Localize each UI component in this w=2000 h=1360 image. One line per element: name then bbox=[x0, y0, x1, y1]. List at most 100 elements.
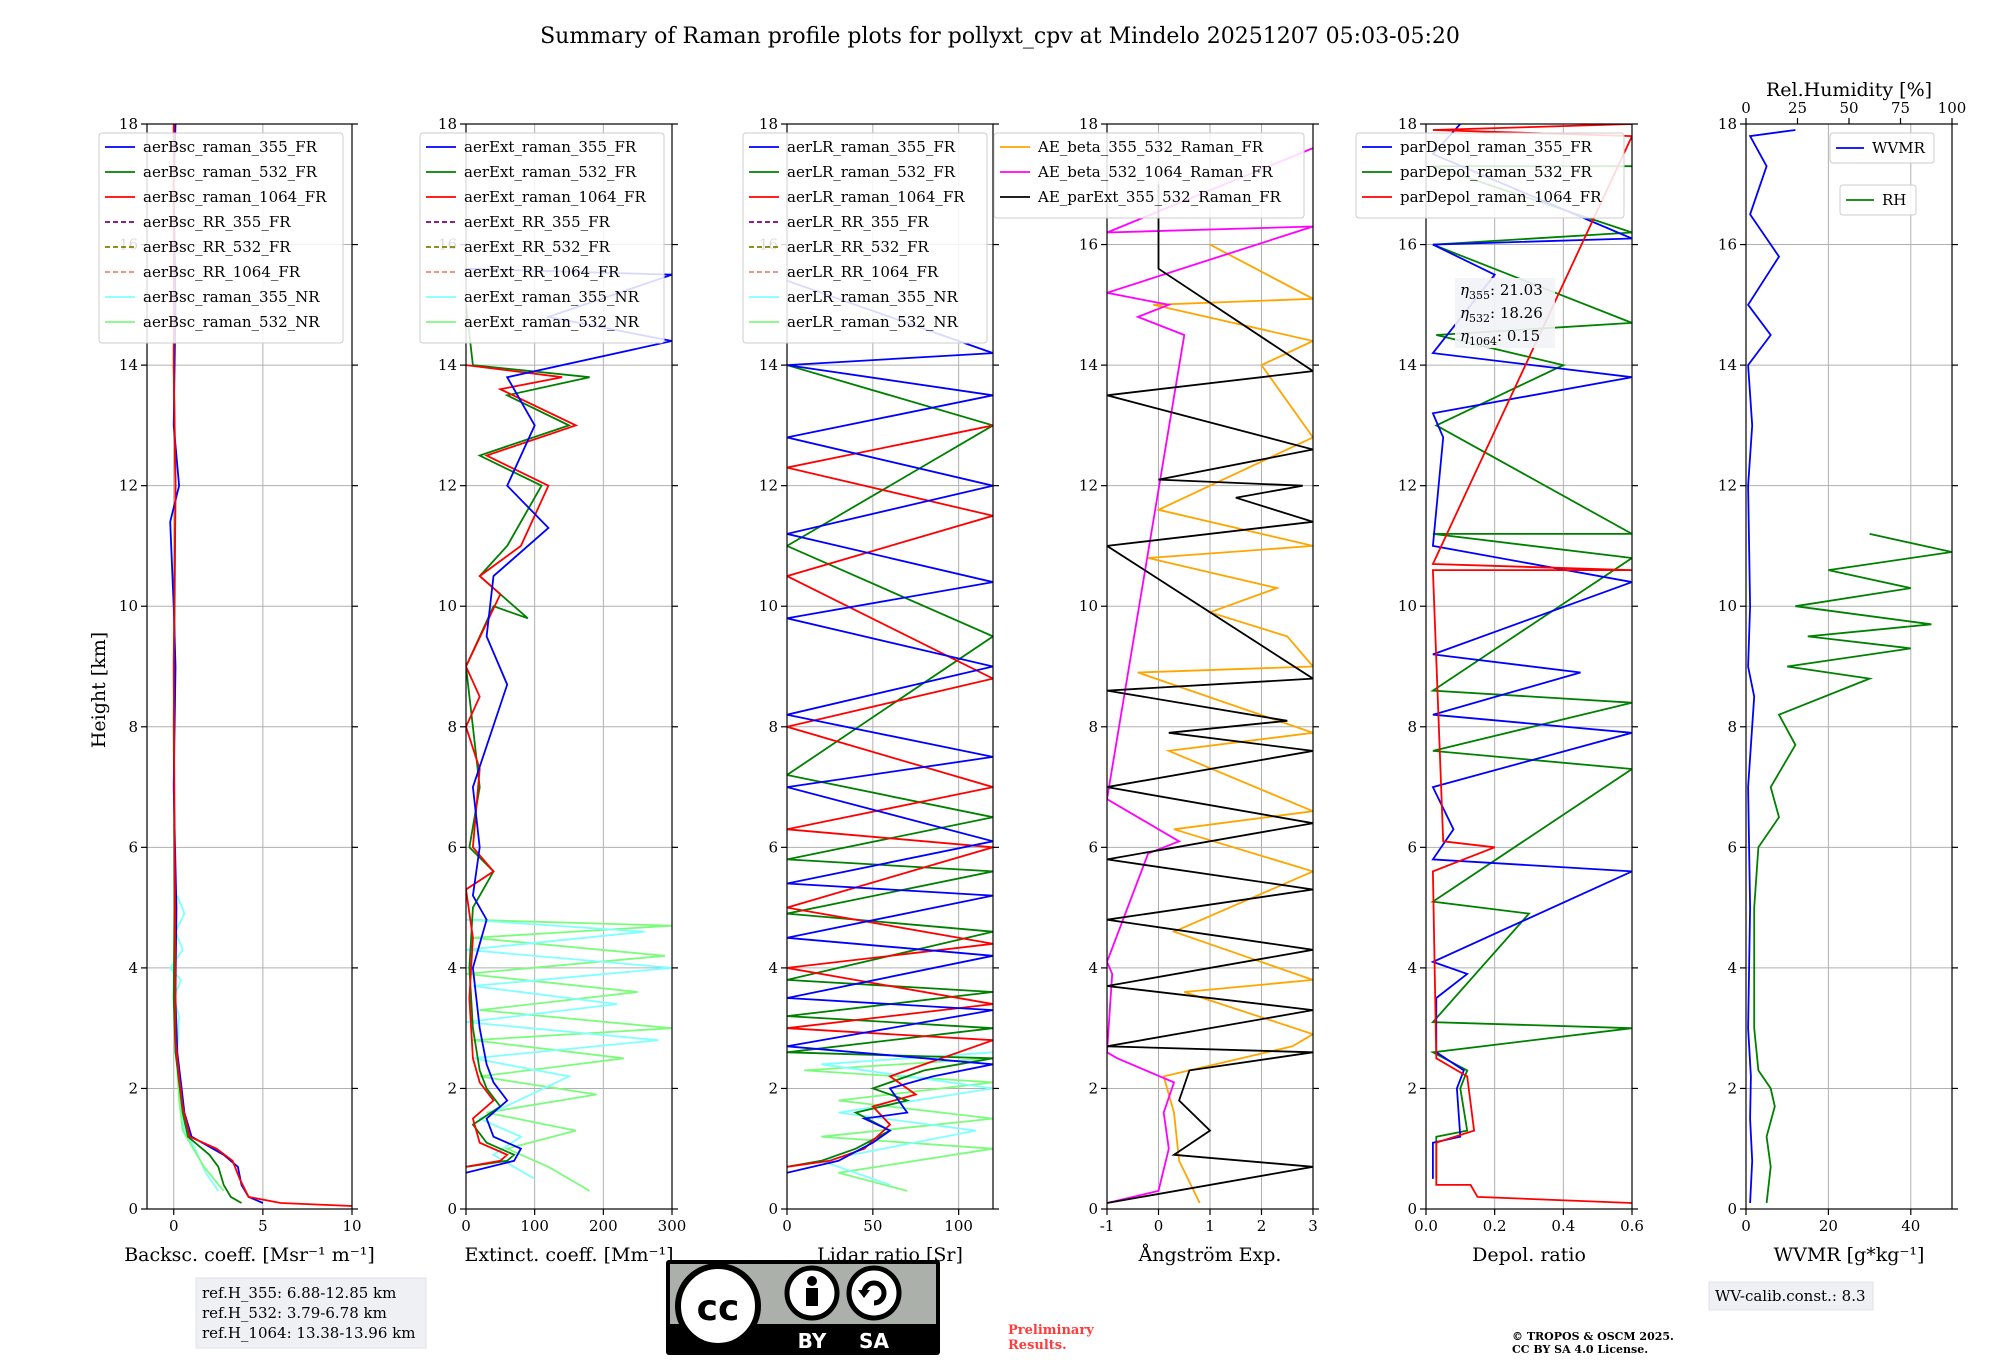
y-tick-label-ae-7: 14 bbox=[1079, 356, 1098, 374]
y-tick-label-ae-1: 2 bbox=[1088, 1079, 1098, 1097]
y-tick-label-ae-6: 12 bbox=[1079, 477, 1098, 495]
wv-calib-box: WV-calib.const.: 8.3 bbox=[1708, 1281, 1874, 1311]
y-axis-label: Height [km] bbox=[88, 632, 110, 748]
y-tick-label-lr-6: 12 bbox=[759, 477, 778, 495]
series-AE_parExt_355_532_Raman_FR bbox=[1107, 184, 1313, 1204]
panel-dep: 0 2 4 6 8 10 12 14 16 18 0.0 0.2 0.4 0.6 Depol. ratio p… bbox=[1355, 115, 1644, 1266]
y-tick-label-bsc-9: 18 bbox=[119, 115, 138, 133]
legend-entry-lr-7: aerLR_raman_532_NR bbox=[787, 313, 958, 331]
x-tick-label-ext-1: 100 bbox=[520, 1217, 549, 1235]
y-tick-label-bsc-7: 14 bbox=[119, 356, 138, 374]
y-tick-label-lr-9: 18 bbox=[759, 115, 778, 133]
top-tick-label-4: 100 bbox=[1938, 99, 1967, 117]
y-tick-label-lr-5: 10 bbox=[759, 597, 778, 615]
y-tick-label-dep-1: 2 bbox=[1407, 1079, 1417, 1097]
y-tick-label-dep-0: 0 bbox=[1407, 1200, 1417, 1218]
axes-frame-wv bbox=[1745, 123, 1953, 1210]
series-aerExt_raman_355_FR bbox=[466, 267, 672, 1174]
y-tick-label-bsc-4: 8 bbox=[128, 718, 138, 736]
y-tick-label-lr-4: 8 bbox=[768, 718, 778, 736]
panel-lr: 024681012141618050100Lidar ratio [Sr]aer… bbox=[742, 115, 999, 1266]
axes-frame-lr bbox=[786, 123, 994, 1210]
ref-height-532: ref.H_532: 3.79-6.78 km bbox=[202, 1304, 387, 1322]
top-tick-label-2: 50 bbox=[1839, 99, 1858, 117]
y-tick-label-ext-3: 6 bbox=[447, 838, 457, 856]
series-aerLR_raman_355_FR bbox=[787, 279, 993, 1174]
y-tick-label-wv-8: 16 bbox=[1718, 236, 1737, 254]
x-tick-label-wv-1: 20 bbox=[1819, 1217, 1838, 1235]
legend-entry-ext-0: aerExt_raman_355_FR bbox=[464, 138, 637, 156]
cc-by-sa-badge: cc BY SA bbox=[666, 1260, 940, 1355]
y-tick-label-bsc-5: 10 bbox=[119, 597, 138, 615]
legend-dep: parDepol_raman_355_FR parDepol_raman_532_… bbox=[1355, 132, 1625, 219]
y-tick-label-ae-9: 18 bbox=[1079, 115, 1098, 133]
y-tick-label-dep-6: 12 bbox=[1398, 477, 1417, 495]
legend-entry-lr-5: aerLR_RR_1064_FR bbox=[787, 263, 939, 281]
axes-frame-ext bbox=[465, 123, 673, 1210]
ref-height-1064: ref.H_1064: 13.38-13.96 km bbox=[202, 1324, 415, 1342]
legend-entry-ext-1: aerExt_raman_532_FR bbox=[464, 163, 637, 181]
sa-label: SA bbox=[859, 1329, 889, 1353]
legend-entry-lr-6: aerLR_raman_355_NR bbox=[787, 288, 958, 306]
x-tick-label-ae-1: 0 bbox=[1154, 1217, 1164, 1235]
legend-entry-ext-6: aerExt_raman_355_NR bbox=[464, 288, 640, 306]
legend-entry-bsc-2: aerBsc_raman_1064_FR bbox=[143, 188, 327, 206]
y-tick-label-dep-5: 10 bbox=[1398, 597, 1417, 615]
x-axis-label-wv: WVMR [g*kg⁻¹] bbox=[1774, 1244, 1925, 1266]
x-tick-label-dep-1: 0.2 bbox=[1483, 1217, 1507, 1235]
x-axis-label-bsc: Backsc. coeff. [Msr⁻¹ m⁻¹] bbox=[124, 1244, 375, 1266]
x-tick-label-bsc-0: 0 bbox=[169, 1217, 179, 1235]
y-tick-label-ext-1: 2 bbox=[447, 1079, 457, 1097]
y-tick-label-ae-0: 0 bbox=[1088, 1200, 1098, 1218]
series-aerExt_raman_1064_FR bbox=[466, 364, 579, 1168]
figure-title: Summary of Raman profile plots for polly… bbox=[540, 24, 1460, 49]
y-tick-label-lr-7: 14 bbox=[759, 356, 778, 374]
x-tick-label-ext-2: 200 bbox=[589, 1217, 618, 1235]
legend-entry-bsc-5: aerBsc_RR_1064_FR bbox=[143, 263, 301, 281]
y-tick-label-dep-7: 14 bbox=[1398, 356, 1417, 374]
y-tick-label-bsc-2: 4 bbox=[128, 959, 138, 977]
x-tick-label-bsc-1: 5 bbox=[258, 1217, 268, 1235]
legend-entry-ae-2: AE_parExt_355_532_Raman_FR bbox=[1037, 188, 1282, 206]
y-tick-label-ae-4: 8 bbox=[1088, 718, 1098, 736]
y-tick-label-ae-3: 6 bbox=[1088, 838, 1098, 856]
eta-label-1064: η1064: 0.15 bbox=[1460, 327, 1540, 348]
y-tick-label-ae-5: 10 bbox=[1079, 597, 1098, 615]
axes-frame-dep bbox=[1425, 123, 1633, 1210]
sa-recycle-icon bbox=[846, 1265, 902, 1321]
y-tick-label-bsc-3: 6 bbox=[128, 838, 138, 856]
y-tick-label-dep-9: 18 bbox=[1398, 115, 1417, 133]
y-tick-label-bsc-0: 0 bbox=[128, 1200, 138, 1218]
series-RH bbox=[1753, 533, 1952, 1204]
y-tick-label-dep-8: 16 bbox=[1398, 236, 1417, 254]
legend-lr: aerLR_raman_355_FR aerLR_raman_532_FR aerL… bbox=[742, 132, 988, 344]
x-tick-label-ae-4: 3 bbox=[1308, 1217, 1318, 1235]
legend-entry-lr-0: aerLR_raman_355_FR bbox=[787, 138, 956, 156]
legend-entry-lr-4: aerLR_RR_532_FR bbox=[787, 238, 929, 256]
panel-bsc: 0246810121416180510Backsc. coeff. [Msr⁻¹… bbox=[98, 115, 375, 1266]
legend-entry-wv-0: WVMR bbox=[1872, 139, 1926, 157]
x-tick-label-ae-3: 2 bbox=[1257, 1217, 1267, 1235]
y-tick-label-ext-7: 14 bbox=[438, 356, 457, 374]
y-tick-label-wv-7: 14 bbox=[1718, 356, 1737, 374]
panel-ext: 0246810121416180100200300Extinct. coeff.… bbox=[419, 115, 686, 1266]
y-tick-label-bsc-1: 2 bbox=[128, 1079, 138, 1097]
x-tick-label-dep-2: 0.4 bbox=[1551, 1217, 1575, 1235]
legend-entry-bsc-7: aerBsc_raman_532_NR bbox=[143, 313, 320, 331]
by-label: BY bbox=[798, 1329, 827, 1353]
y-tick-label-dep-2: 4 bbox=[1407, 959, 1417, 977]
cc-label: cc bbox=[697, 1288, 740, 1329]
y-tick-label-ext-5: 10 bbox=[438, 597, 457, 615]
legend-entry-ext-4: aerExt_RR_532_FR bbox=[464, 238, 611, 256]
y-tick-label-wv-1: 2 bbox=[1727, 1079, 1737, 1097]
x-tick-label-bsc-2: 10 bbox=[342, 1217, 361, 1235]
copyright-line-1: © TROPOS & OSCM 2025. bbox=[1512, 1330, 1674, 1343]
y-tick-label-lr-0: 0 bbox=[768, 1200, 778, 1218]
y-tick-label-wv-5: 10 bbox=[1718, 597, 1737, 615]
y-tick-label-wv-9: 18 bbox=[1718, 115, 1737, 133]
y-tick-label-lr-1: 2 bbox=[768, 1079, 778, 1097]
preliminary-line-1: Preliminary bbox=[1008, 1323, 1094, 1338]
top-tick-label-0: 0 bbox=[1741, 99, 1751, 117]
